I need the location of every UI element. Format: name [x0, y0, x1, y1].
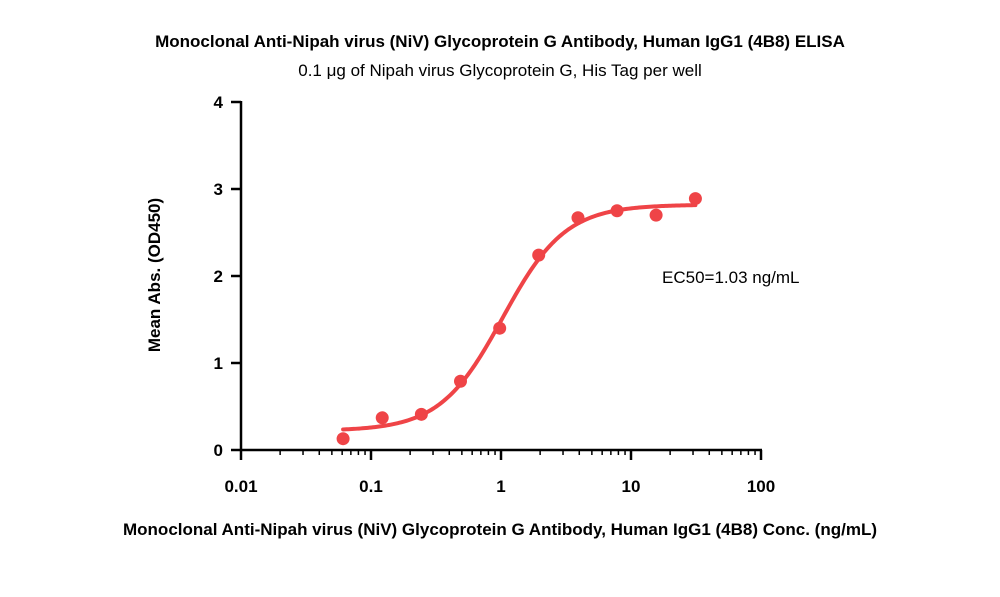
data-point — [414, 407, 428, 421]
fit-curve — [341, 203, 698, 432]
data-point — [571, 211, 585, 225]
x-tick-label: 100 — [747, 477, 775, 496]
fit-curve-layer — [341, 203, 698, 432]
data-point — [493, 321, 507, 335]
y-tick-label: 4 — [214, 93, 224, 112]
data-point — [336, 432, 350, 446]
x-tick-label: 0.1 — [359, 477, 383, 496]
axes: 0 1 2 3 4 0.01 0.1 1 10 100 — [214, 93, 776, 496]
x-tick-label: 0.01 — [224, 477, 257, 496]
data-point — [688, 192, 702, 206]
y-axis-label: Mean Abs. (OD450) — [145, 198, 164, 352]
data-points — [336, 192, 702, 446]
y-tick-label: 0 — [214, 441, 223, 460]
data-point — [649, 208, 663, 222]
y-tick-label: 3 — [214, 180, 223, 199]
ec50-annotation: EC50=1.03 ng/mL — [662, 268, 800, 287]
x-tick-label: 1 — [496, 477, 505, 496]
data-point — [375, 411, 389, 425]
data-point — [453, 374, 467, 388]
chart-subtitle: 0.1 μg of Nipah virus Glycoprotein G, Hi… — [298, 61, 702, 80]
data-point — [532, 248, 546, 262]
x-axis-label: Monoclonal Anti-Nipah virus (NiV) Glycop… — [123, 520, 877, 539]
y-tick-label: 1 — [214, 354, 223, 373]
x-tick-label: 10 — [622, 477, 641, 496]
chart-title: Monoclonal Anti-Nipah virus (NiV) Glycop… — [155, 32, 845, 51]
y-tick-label: 2 — [214, 267, 223, 286]
data-point — [610, 204, 624, 218]
